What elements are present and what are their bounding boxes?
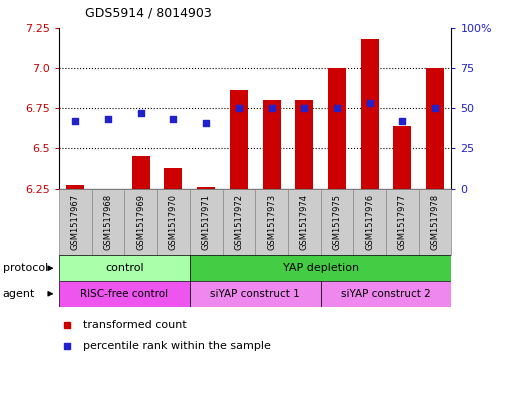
Bar: [124, 189, 157, 255]
Bar: [386, 189, 419, 255]
Bar: [92, 189, 125, 255]
Text: GSM1517969: GSM1517969: [136, 194, 145, 250]
Point: [300, 105, 308, 111]
Point: [235, 105, 243, 111]
Text: GDS5914 / 8014903: GDS5914 / 8014903: [85, 7, 211, 20]
Point: [398, 118, 406, 124]
Text: GSM1517978: GSM1517978: [430, 194, 440, 250]
Bar: [321, 281, 451, 307]
Text: protocol: protocol: [3, 263, 48, 273]
Point: [63, 343, 71, 349]
Bar: [263, 100, 281, 189]
Bar: [393, 126, 411, 189]
Bar: [165, 168, 183, 189]
Bar: [255, 189, 288, 255]
Text: control: control: [105, 263, 144, 273]
Text: RISC-free control: RISC-free control: [81, 289, 168, 299]
Point: [431, 105, 439, 111]
Bar: [321, 189, 353, 255]
Text: YAP depletion: YAP depletion: [283, 263, 359, 273]
Bar: [353, 189, 386, 255]
Bar: [288, 189, 321, 255]
Text: percentile rank within the sample: percentile rank within the sample: [83, 341, 270, 351]
Text: GSM1517971: GSM1517971: [202, 194, 211, 250]
Point: [202, 119, 210, 126]
Point: [267, 105, 275, 111]
Bar: [190, 255, 451, 281]
Bar: [197, 187, 215, 189]
Text: GSM1517970: GSM1517970: [169, 194, 178, 250]
Bar: [157, 189, 190, 255]
Text: agent: agent: [3, 289, 35, 299]
Bar: [419, 189, 451, 255]
Bar: [66, 185, 84, 189]
Text: GSM1517972: GSM1517972: [234, 194, 243, 250]
Text: GSM1517967: GSM1517967: [71, 194, 80, 250]
Text: GSM1517976: GSM1517976: [365, 194, 374, 250]
Text: GSM1517977: GSM1517977: [398, 194, 407, 250]
Bar: [132, 156, 150, 189]
Text: GSM1517974: GSM1517974: [300, 194, 309, 250]
Text: GSM1517975: GSM1517975: [332, 194, 342, 250]
Point: [169, 116, 177, 123]
Bar: [328, 68, 346, 189]
Text: siYAP construct 1: siYAP construct 1: [210, 289, 300, 299]
Bar: [59, 255, 190, 281]
Bar: [59, 189, 92, 255]
Point: [71, 118, 80, 124]
Bar: [230, 90, 248, 189]
Bar: [59, 281, 190, 307]
Bar: [426, 68, 444, 189]
Bar: [361, 39, 379, 189]
Bar: [190, 281, 321, 307]
Text: GSM1517973: GSM1517973: [267, 194, 276, 250]
Point: [136, 110, 145, 116]
Text: transformed count: transformed count: [83, 320, 186, 330]
Text: siYAP construct 2: siYAP construct 2: [341, 289, 431, 299]
Text: GSM1517968: GSM1517968: [104, 194, 112, 250]
Point: [104, 116, 112, 123]
Point: [333, 105, 341, 111]
Bar: [190, 189, 223, 255]
Bar: [295, 100, 313, 189]
Bar: [223, 189, 255, 255]
Point: [63, 321, 71, 328]
Point: [366, 100, 374, 107]
